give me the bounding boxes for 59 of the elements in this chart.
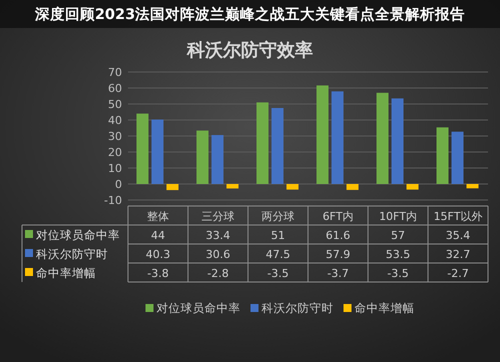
y-tick-label: 10 [108, 162, 122, 175]
data-label: -2.8 [207, 267, 229, 280]
y-tick-label: 20 [108, 146, 122, 159]
y-tick-label: 0 [115, 178, 122, 191]
data-label: 44 [151, 229, 165, 242]
bar [392, 98, 404, 184]
legend-label: 命中率增幅 [36, 266, 96, 280]
x-tick-label: 整体 [147, 210, 169, 223]
y-tick-label: -10 [104, 194, 122, 207]
data-label: 61.6 [326, 229, 350, 242]
legend-label: 科沃尔防守时 [36, 247, 108, 261]
data-label: 51 [271, 229, 285, 242]
y-tick-label: 70 [108, 66, 122, 79]
bar [406, 184, 418, 190]
data-label: -3.7 [327, 267, 349, 280]
bar [272, 108, 284, 184]
legend-label: 对位球员命中率 [36, 228, 120, 242]
data-label: 30.6 [206, 248, 230, 261]
legend-item: 命中率增幅 [344, 301, 414, 315]
bar [286, 184, 298, 190]
data-label: 40.3 [146, 248, 170, 261]
legend-item: 对位球员命中率 [146, 301, 240, 315]
bar [376, 92, 388, 184]
data-label: 47.5 [266, 248, 290, 261]
y-tick-label: 40 [108, 114, 122, 127]
data-label: 32.7 [446, 248, 470, 261]
x-tick-label: 10FT内 [379, 210, 417, 223]
legend-item: 科沃尔防守时 [250, 301, 334, 315]
bar [466, 184, 478, 188]
bar [256, 102, 268, 184]
x-tick-label: 两分球 [262, 210, 294, 223]
bar [332, 91, 344, 184]
chart-title: 科沃尔防守效率 [186, 40, 313, 61]
x-tick-label: 6FT内 [322, 210, 354, 223]
y-tick-label: 50 [108, 98, 122, 111]
bar [316, 85, 328, 184]
bar [452, 132, 464, 184]
bar [346, 184, 358, 190]
data-label: 33.4 [206, 229, 230, 242]
bar [136, 114, 148, 184]
x-tick-label: 三分球 [202, 210, 234, 223]
data-label: 57.9 [326, 248, 350, 261]
bar [166, 184, 178, 190]
bar [226, 184, 238, 188]
data-label: 57 [391, 229, 405, 242]
y-tick-label: 60 [108, 82, 122, 95]
bar [152, 120, 164, 184]
data-label: -2.7 [447, 267, 469, 280]
bar [196, 130, 208, 184]
bar [212, 135, 224, 184]
data-label: 53.5 [386, 248, 410, 261]
data-label: -3.5 [267, 267, 289, 280]
text: 深度回顾2023法国对阵波兰巅峰之战五大关键看点全景解析报告 [34, 5, 466, 23]
x-tick-label: 15FT以外 [434, 210, 482, 223]
bar [436, 127, 448, 184]
y-tick-label: 30 [108, 130, 122, 143]
data-label: -3.8 [147, 267, 169, 280]
data-label: 35.4 [446, 229, 470, 242]
data-label: -3.5 [387, 267, 409, 280]
